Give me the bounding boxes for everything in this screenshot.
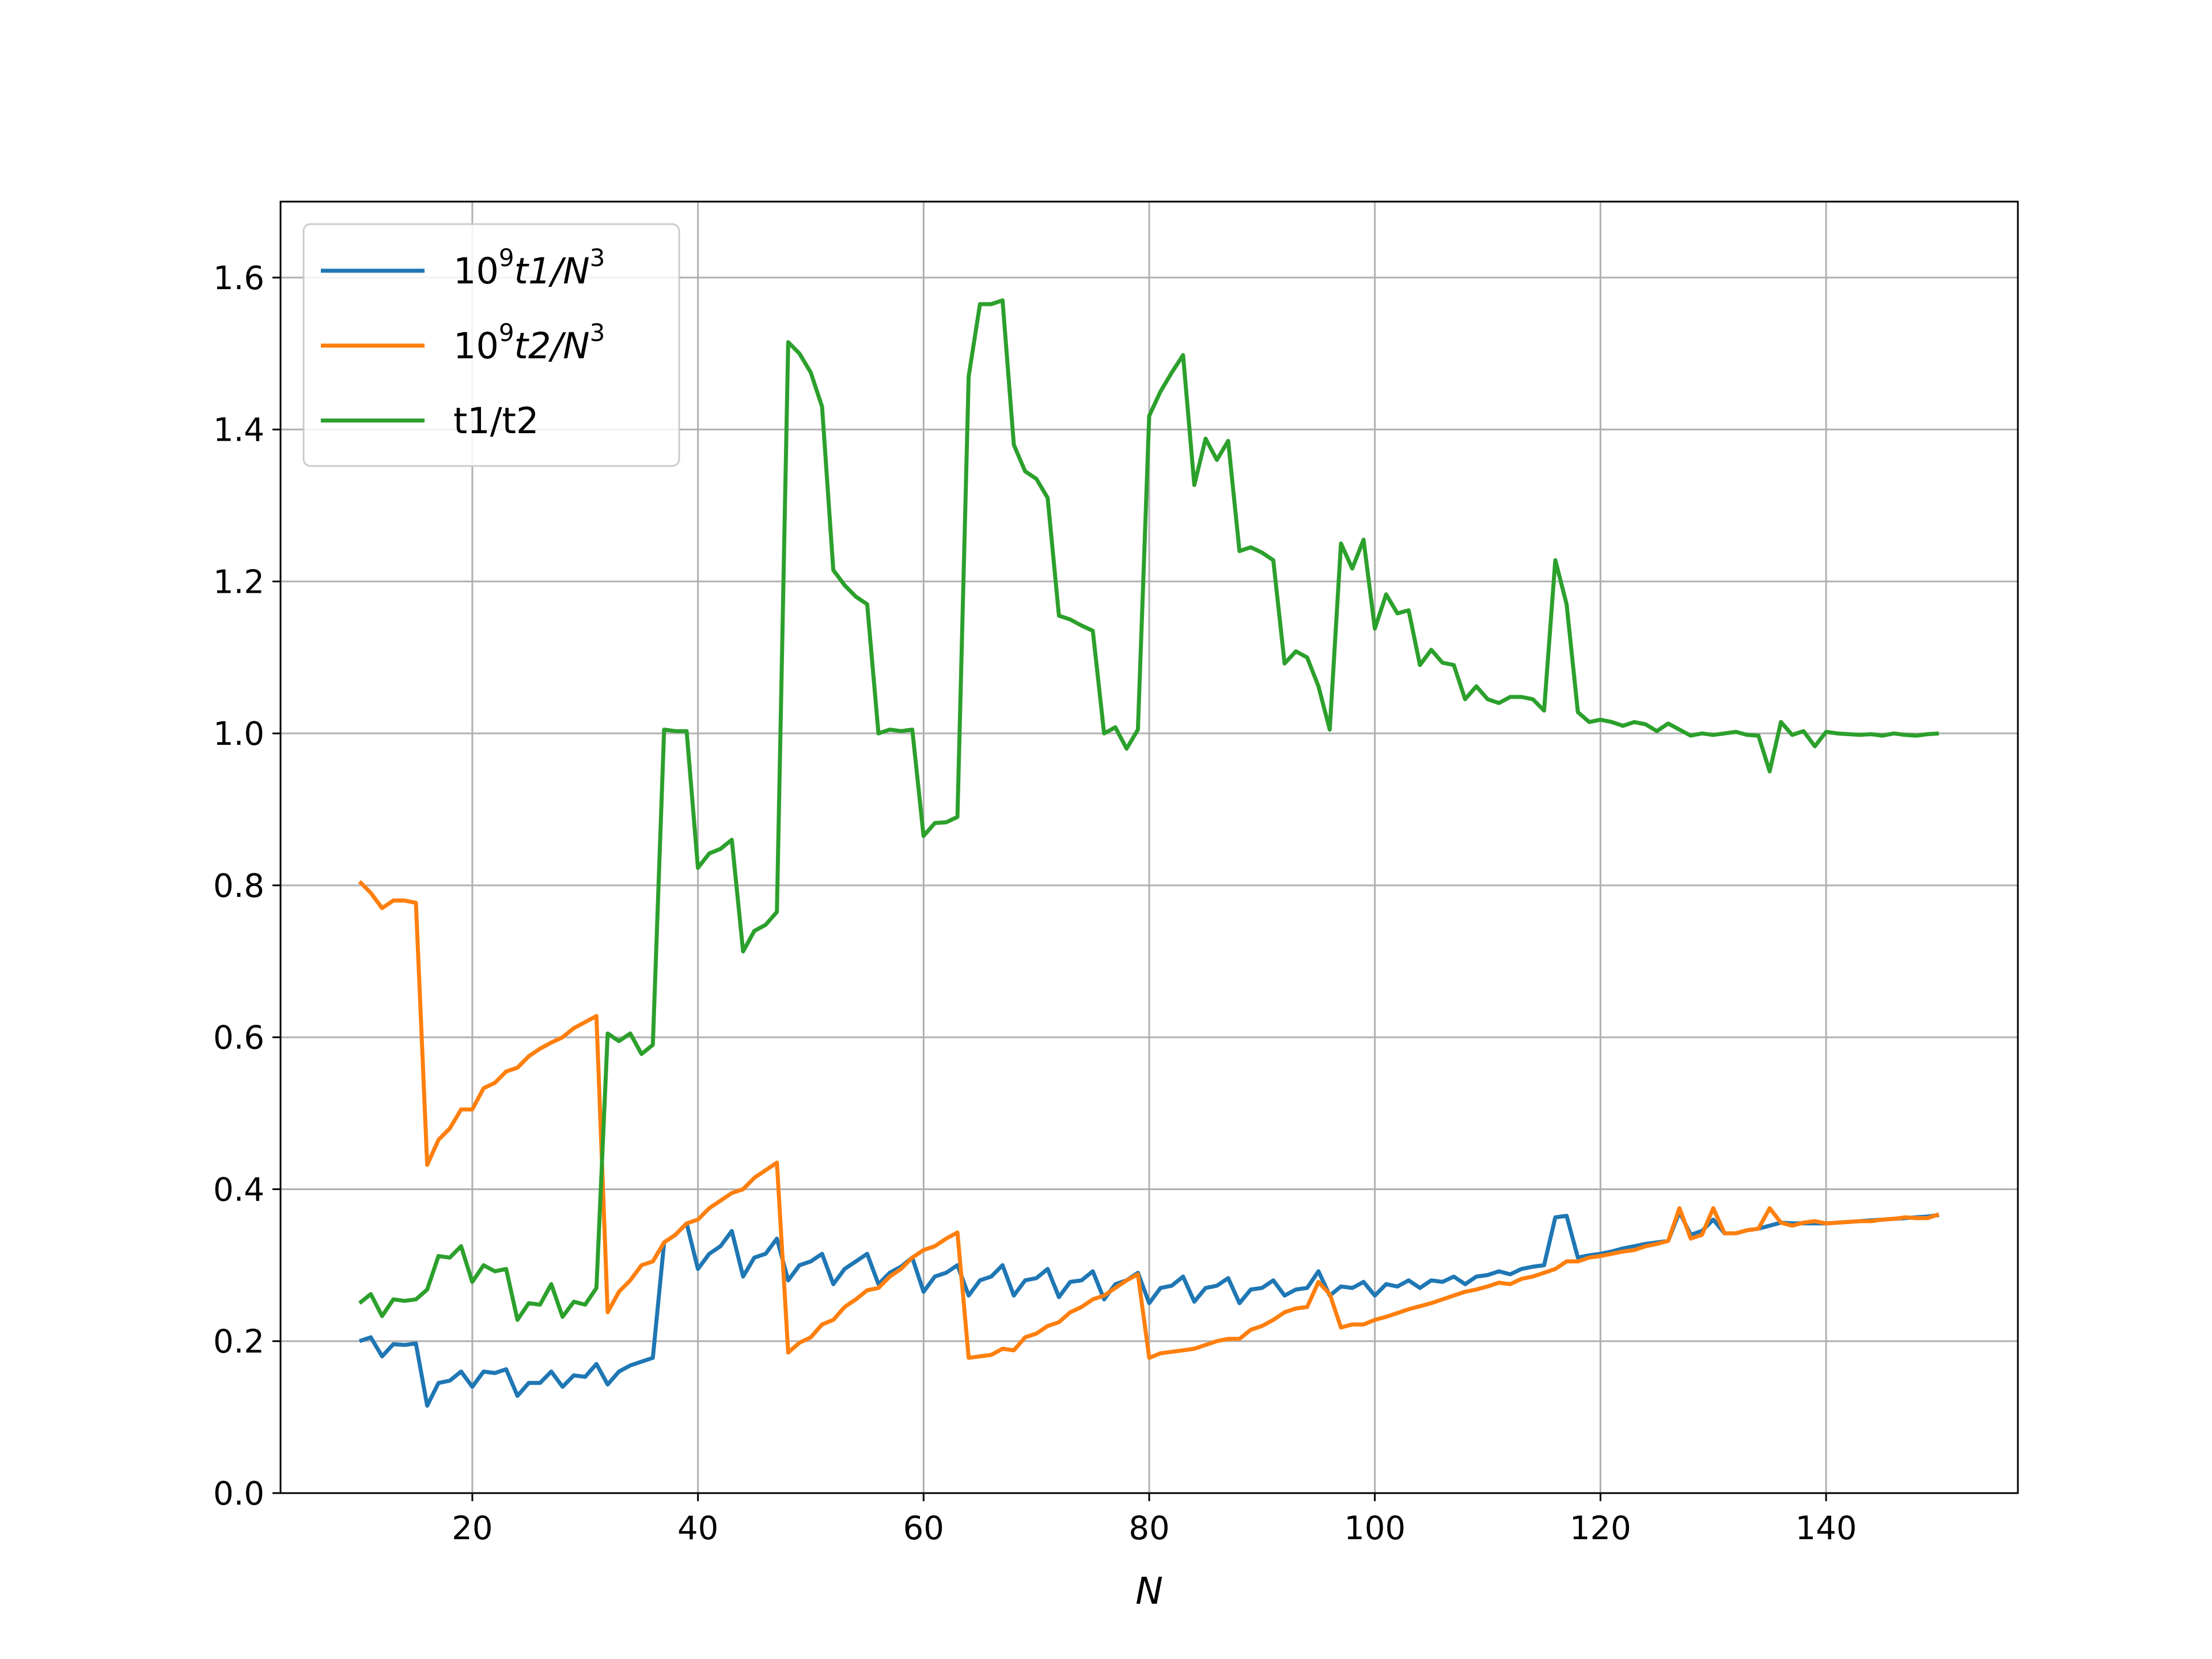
y-tick-label: 1.2 [213, 563, 264, 601]
legend-label-superscript: 9 [499, 319, 514, 347]
legend-label: 109t1/N3 [453, 244, 605, 292]
x-tick-label: 120 [1570, 1510, 1631, 1547]
series-line [358, 880, 1940, 1360]
legend-label-superscript: 9 [499, 244, 514, 272]
y-tick-label: 0.2 [213, 1323, 264, 1361]
legend-label-middle: t1/N [514, 250, 590, 292]
legend-label-superscript: 3 [590, 319, 605, 347]
y-tick-label: 1.4 [213, 412, 264, 449]
x-tick-label: 80 [1128, 1510, 1169, 1547]
x-tick-label: 60 [903, 1510, 944, 1547]
legend-label-base: t1/t2 [453, 400, 539, 442]
y-tick-label: 0.4 [213, 1171, 264, 1209]
legend-label-base: 10 [453, 325, 499, 367]
y-tick-label: 1.0 [213, 715, 264, 753]
x-tick-label: 100 [1344, 1510, 1406, 1547]
legend-label-superscript: 3 [590, 244, 605, 272]
y-tick-label: 1.6 [213, 260, 264, 297]
x-axis-label: N [1135, 1570, 1163, 1613]
series-lines [358, 298, 1940, 1408]
x-tick-label: 140 [1796, 1510, 1857, 1547]
legend-box [302, 223, 680, 467]
x-tick-label: 20 [452, 1510, 493, 1547]
legend-label-base: 10 [453, 250, 499, 292]
x-tick-label: 40 [677, 1510, 718, 1547]
legend-label: t1/t2 [453, 400, 539, 442]
axis-ticks: 20 40 60 80 100 120 140 0.0 0.2 0.4 0.6 0.8 1.0 1.2 1.… [213, 260, 1857, 1547]
y-tick-label: 0.6 [213, 1020, 264, 1057]
y-tick-label: 0.8 [213, 868, 264, 905]
y-tick-label: 0.0 [213, 1475, 264, 1513]
series-line [358, 298, 1940, 1322]
legend-label-middle: t2/N [514, 325, 590, 367]
legend-label: 109t2/N3 [453, 319, 605, 367]
